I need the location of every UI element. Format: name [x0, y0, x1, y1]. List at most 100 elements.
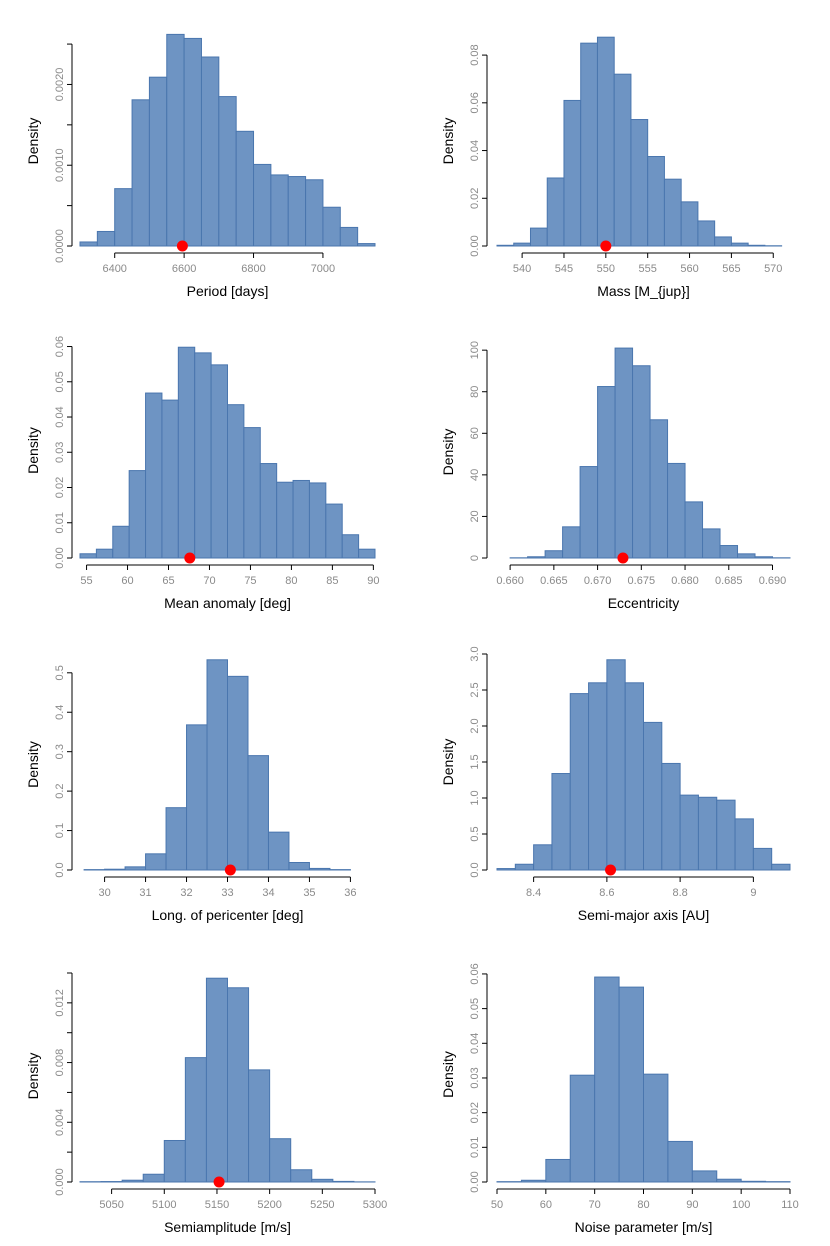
histogram-bar: [227, 675, 249, 871]
histogram-bar: [545, 1158, 571, 1183]
x-tick-label: 80: [285, 575, 297, 587]
y-axis-title: Density: [25, 427, 41, 474]
histogram-bar: [104, 868, 126, 871]
reference-marker: [605, 864, 617, 876]
histogram-bar: [533, 844, 553, 871]
x-tick-label: 32: [180, 887, 192, 899]
histogram-bar: [544, 550, 564, 559]
y-tick-label: 0.02: [54, 477, 66, 498]
histogram-bar: [520, 1179, 547, 1183]
y-tick-label: 0.01: [469, 1137, 481, 1158]
y-tick-label: 80: [469, 386, 481, 398]
histogram-bar: [131, 99, 150, 247]
histogram-bar: [613, 73, 632, 247]
x-tick-label: 5050: [99, 1199, 123, 1211]
x-tick-label: 85: [326, 575, 338, 587]
histogram-bar: [247, 755, 269, 871]
x-tick-label: 31: [139, 887, 151, 899]
x-tick-label: 555: [639, 263, 657, 275]
x-tick-label: 90: [367, 575, 379, 587]
histogram-bar: [702, 528, 721, 559]
x-tick-label: 5200: [257, 1199, 281, 1211]
x-tick-label: 90: [686, 1199, 698, 1211]
x-tick-label: 6400: [102, 263, 126, 275]
y-tick-label: 0.0: [54, 862, 66, 877]
histogram-bar: [269, 1138, 292, 1183]
histogram-bar: [145, 853, 167, 871]
y-tick-label: 0.1: [54, 823, 66, 838]
histogram-bar: [308, 482, 327, 559]
histogram-bar: [184, 1057, 207, 1183]
histogram-bar: [514, 863, 535, 871]
y-tick-label: 0.5: [469, 826, 481, 841]
histogram-bar: [730, 242, 749, 247]
x-tick-label: 0.685: [715, 575, 743, 587]
histogram-bar: [128, 470, 147, 559]
histogram-bar: [358, 548, 376, 559]
x-tick-label: 50: [491, 1199, 503, 1211]
histogram-bar: [210, 364, 229, 559]
x-axis-title: Semiamplitude [m/s]: [164, 1219, 291, 1235]
y-axis-title: Density: [440, 429, 456, 476]
histogram-panel-8: 50 60 70 80 90 100 110 0.00 0.01 0.02 0.03 0.04 0.05…: [440, 963, 799, 1235]
histogram-bar: [624, 682, 644, 871]
x-tick-label: 34: [262, 887, 274, 899]
histogram-bar: [496, 868, 516, 871]
y-axis-title: Density: [440, 1051, 456, 1098]
histogram-bar: [579, 466, 599, 559]
histogram-bar: [145, 392, 163, 559]
histogram-panel-7: 5050 5100 5150 5200 5250 5300 0.000 0.004 0.008 0…: [25, 972, 387, 1235]
histogram-bar: [740, 1180, 767, 1183]
x-tick-label: 550: [597, 263, 615, 275]
histogram-bar: [183, 37, 202, 247]
y-axis-title: Density: [25, 1053, 41, 1100]
y-tick-label: 0.08: [469, 44, 481, 65]
reference-marker: [600, 240, 612, 252]
histogram-bar: [148, 76, 168, 247]
x-tick-label: 60: [540, 1199, 552, 1211]
histogram-bar: [95, 548, 114, 559]
y-tick-label: 0.02: [469, 1102, 481, 1123]
histogram-bar: [161, 399, 179, 559]
histogram-panel-2: 540 545 550 555 560 565 570 0.00 0.02 0.04 0.06 0.0…: [440, 36, 782, 299]
x-tick-label: 70: [203, 575, 215, 587]
y-tick-label: 20: [469, 510, 481, 522]
histogram-bar: [205, 977, 229, 1183]
histogram-bar: [649, 419, 669, 559]
histogram-bar: [546, 177, 565, 247]
x-tick-label: 0.680: [671, 575, 699, 587]
histogram-bar: [142, 1173, 165, 1183]
histogram-bar: [186, 724, 208, 871]
x-tick-label: 8.8: [672, 887, 687, 899]
histogram-bar: [563, 99, 582, 247]
histogram-bar: [165, 807, 188, 871]
y-tick-label: 0.0020: [54, 68, 66, 102]
histogram-bar: [754, 556, 774, 559]
histogram-bar: [235, 130, 255, 247]
x-tick-label: 5150: [205, 1199, 229, 1211]
histogram-bar: [569, 1074, 596, 1183]
histogram-bar: [96, 230, 116, 247]
x-tick-label: 30: [98, 887, 110, 899]
x-tick-label: 7000: [311, 263, 335, 275]
histogram-bar: [614, 347, 634, 559]
histogram-bar: [496, 244, 515, 247]
y-tick-label: 0.04: [469, 140, 481, 161]
x-tick-label: 9: [750, 887, 756, 899]
x-tick-label: 6800: [241, 263, 265, 275]
histogram-bar: [227, 404, 245, 559]
x-tick-label: 0.670: [584, 575, 612, 587]
x-axis-title: Eccentricity: [608, 595, 680, 611]
histogram-bar: [311, 1178, 334, 1183]
y-tick-label: 100: [469, 341, 481, 359]
y-tick-label: 1.0: [469, 790, 481, 805]
histogram-bar: [200, 56, 220, 247]
histogram-bar: [305, 179, 324, 247]
histogram-bar: [227, 987, 250, 1183]
reference-marker: [224, 864, 236, 876]
x-tick-label: 6600: [172, 263, 196, 275]
y-tick-label: 0.008: [54, 1049, 66, 1077]
histogram-bar: [632, 365, 651, 559]
y-tick-label: 2.5: [469, 682, 481, 697]
histogram-bar: [166, 33, 185, 247]
